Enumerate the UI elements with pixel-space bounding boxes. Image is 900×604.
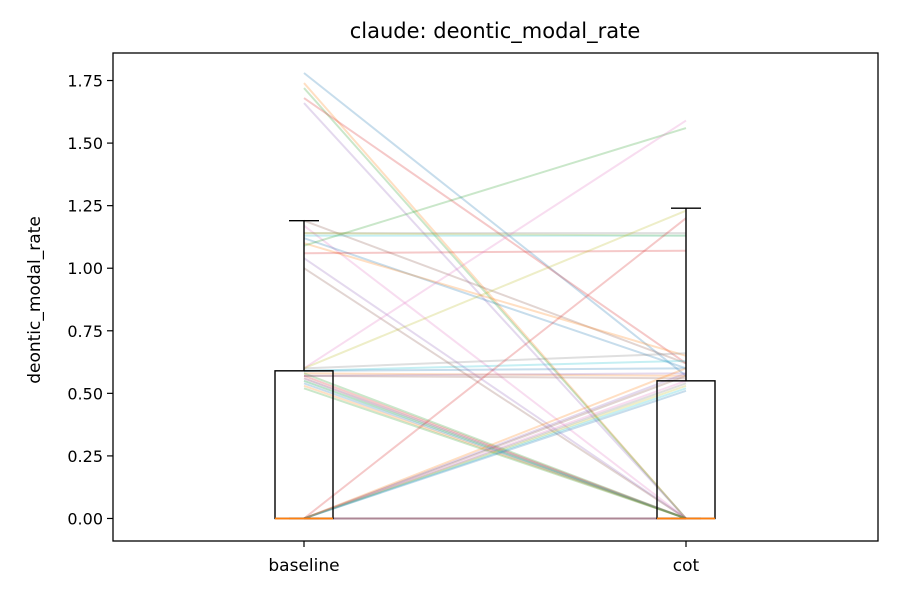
y-tick-label: 0.00 — [67, 509, 103, 528]
pair-line — [303, 384, 687, 520]
pair-line — [303, 237, 687, 370]
pair-line — [303, 249, 687, 255]
pair-line — [303, 72, 687, 377]
pair-line — [303, 267, 687, 520]
pair-line — [303, 209, 687, 370]
pair-lines-group — [303, 72, 687, 520]
x-axis-ticks: baseline cot — [268, 541, 700, 576]
pair-line — [303, 257, 687, 520]
pair-line — [303, 242, 687, 357]
y-tick-label: 0.25 — [67, 447, 103, 466]
pair-line — [303, 97, 687, 365]
pair-line — [303, 379, 687, 520]
pair-line — [303, 224, 687, 520]
pair-line — [303, 102, 687, 520]
pair-line — [303, 382, 687, 520]
pair-line — [303, 119, 687, 370]
boxplot-group — [274, 207, 716, 520]
pair-line — [303, 377, 687, 520]
pair-line — [303, 379, 687, 520]
y-tick-label: 1.50 — [67, 134, 103, 153]
x-tick-label: cot — [673, 556, 700, 576]
y-axis-ticks: 0.00 0.25 0.50 0.75 1.00 1.25 1.50 1.75 — [67, 72, 113, 528]
pair-line — [303, 374, 687, 380]
pair-line — [303, 367, 687, 520]
pair-line — [303, 82, 687, 520]
pair-line — [303, 374, 687, 520]
pair-line — [303, 379, 687, 520]
pair-line — [303, 389, 687, 520]
box-cot — [656, 207, 716, 520]
box-baseline — [274, 219, 334, 520]
pair-line — [303, 127, 687, 247]
y-tick-label: 1.25 — [67, 197, 103, 216]
pair-line — [303, 387, 687, 520]
pair-line — [303, 219, 687, 365]
y-axis-label: deontic_modal_rate — [25, 216, 45, 384]
pair-line — [303, 359, 687, 372]
pair-line — [303, 372, 687, 377]
pair-line — [303, 352, 687, 370]
pair-line — [303, 87, 687, 520]
pair-line — [303, 374, 687, 520]
chart-title: claude: deontic_modal_rate — [350, 19, 641, 44]
pair-line — [303, 372, 687, 377]
pair-line — [303, 377, 687, 520]
axes-frame — [112, 52, 879, 542]
y-tick-label: 0.75 — [67, 322, 103, 341]
y-tick-label: 0.50 — [67, 384, 103, 403]
pair-line — [303, 387, 687, 520]
pair-line — [303, 367, 687, 372]
x-tick-label: baseline — [268, 556, 339, 576]
pair-line — [303, 384, 687, 520]
pair-line — [303, 382, 687, 520]
pair-line — [303, 372, 687, 520]
pair-line — [303, 372, 687, 520]
y-tick-label: 1.00 — [67, 259, 103, 278]
pair-line — [303, 232, 687, 237]
y-tick-label: 1.75 — [67, 72, 103, 91]
pair-line — [303, 217, 687, 520]
